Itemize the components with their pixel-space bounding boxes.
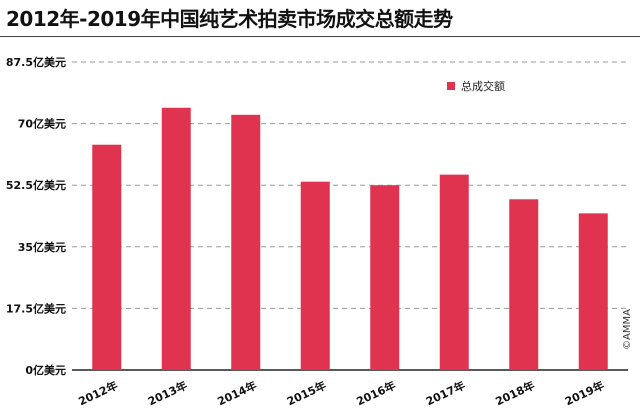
- legend-swatch: [447, 82, 455, 90]
- y-tick-label: 0亿美元: [25, 363, 66, 377]
- y-tick-label: 70亿美元: [18, 117, 66, 131]
- bar-2019年: [578, 213, 608, 370]
- x-tick-label: 2012年: [76, 378, 120, 408]
- y-axis-ticks: 0亿美元 17.5亿美元 35亿美元 52.5亿美元 70亿美元 87.5亿美元: [6, 55, 66, 377]
- y-tick-label: 35亿美元: [18, 240, 66, 254]
- chart-title: 2012年-2019年中国纯艺术拍卖市场成交总额走势: [6, 7, 453, 31]
- bar-2018年: [509, 199, 539, 370]
- bars: [92, 107, 608, 370]
- bar-2017年: [439, 174, 469, 370]
- y-tick-label: 52.5亿美元: [6, 178, 66, 192]
- bar-2014年: [231, 114, 261, 370]
- bar-2015年: [300, 181, 330, 370]
- x-tick-label: 2016年: [354, 378, 398, 408]
- legend-label: 总成交额: [461, 79, 505, 93]
- bar-2012年: [92, 144, 122, 370]
- x-tick-label: 2014年: [215, 378, 259, 408]
- title-divider: [0, 36, 640, 37]
- bar-2013年: [161, 107, 191, 370]
- bar-2016年: [370, 185, 400, 370]
- x-tick-label: 2013年: [146, 378, 190, 408]
- y-tick-label: 17.5亿美元: [6, 301, 66, 315]
- x-axis-ticks: 2012年 2013年 2014年 2015年 2016年 2017年 2018年 2019年: [76, 378, 606, 408]
- y-tick-label: 87.5亿美元: [6, 55, 66, 69]
- x-tick-label: 2019年: [563, 378, 607, 408]
- x-tick-label: 2017年: [424, 378, 468, 408]
- grid-lines: [72, 61, 628, 309]
- legend: 总成交额: [447, 79, 505, 93]
- credit-text: ©AMMA: [622, 309, 633, 350]
- x-tick-label: 2018年: [493, 378, 537, 408]
- x-tick-label: 2015年: [285, 378, 329, 408]
